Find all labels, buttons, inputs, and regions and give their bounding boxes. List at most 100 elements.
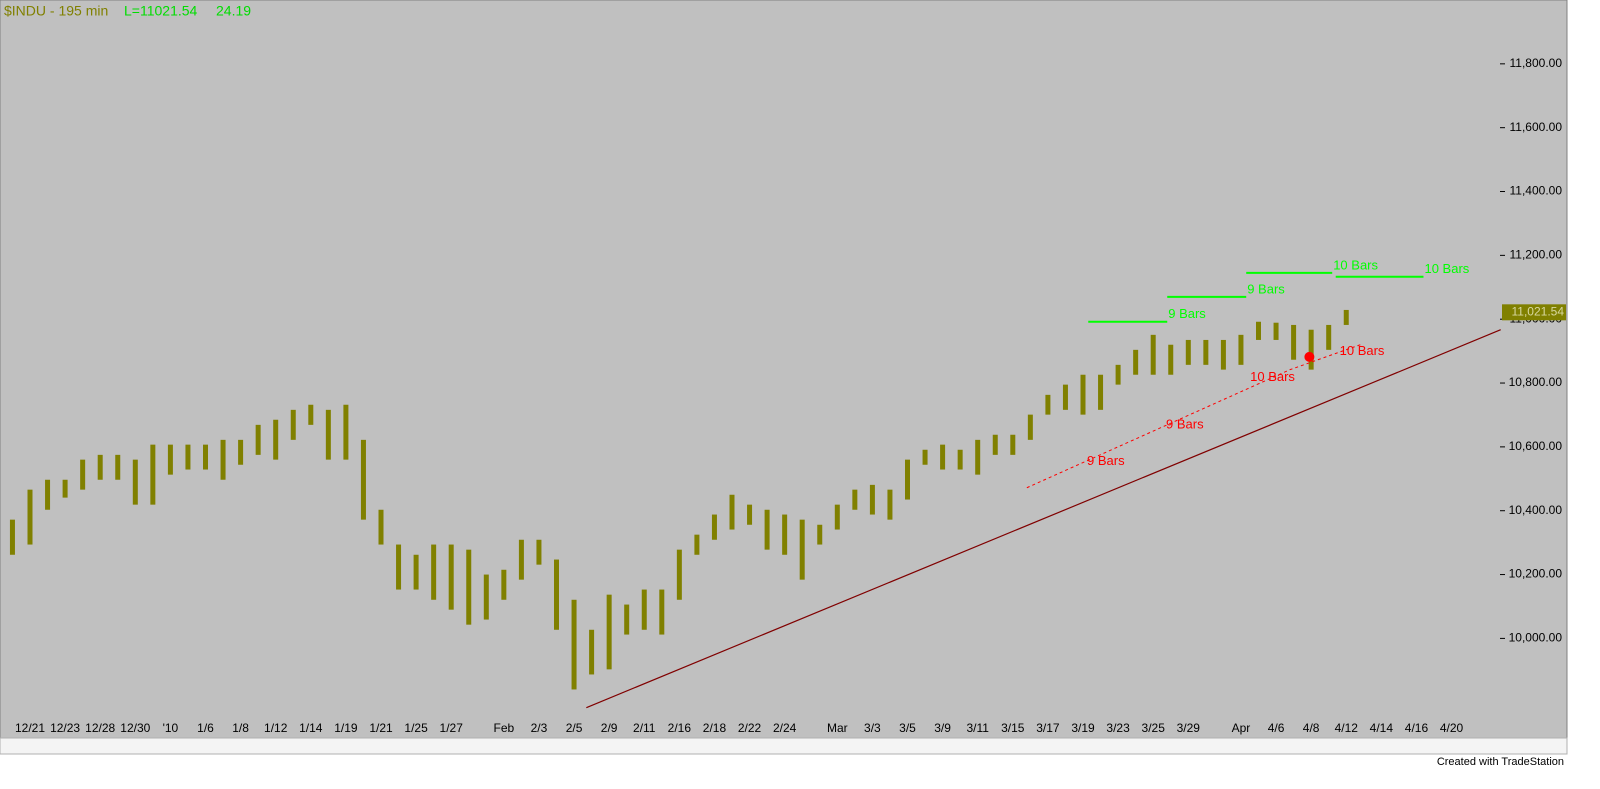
price-bar bbox=[1150, 334, 1156, 375]
x-tick-label: '10 bbox=[163, 721, 179, 735]
x-tick-label: 3/9 bbox=[934, 721, 951, 735]
signal-dot bbox=[1304, 351, 1315, 362]
x-tick-label: 3/23 bbox=[1106, 721, 1130, 735]
price-bar bbox=[45, 479, 51, 510]
price-bar bbox=[167, 444, 173, 475]
price-bar bbox=[466, 549, 472, 625]
price-bar bbox=[1010, 434, 1016, 455]
last-label: L=11021.54 bbox=[124, 3, 198, 19]
x-tick-label: 4/20 bbox=[1440, 721, 1464, 735]
price-bar bbox=[132, 459, 138, 505]
y-tick-label: 11,800.00 bbox=[1510, 56, 1563, 70]
price-bar bbox=[343, 404, 349, 460]
level-label: 10 Bars bbox=[1333, 257, 1378, 272]
price-bar bbox=[1168, 344, 1174, 375]
price-bar bbox=[589, 629, 595, 675]
scrollbar[interactable] bbox=[0, 737, 1568, 755]
price-bar bbox=[1238, 334, 1244, 365]
price-bar bbox=[273, 419, 279, 460]
price-bar bbox=[203, 444, 208, 470]
y-tick-label: 10,000.00 bbox=[1509, 631, 1563, 645]
level-label: 9 Bars bbox=[1168, 306, 1206, 321]
x-tick-label: 3/15 bbox=[1001, 721, 1025, 735]
y-tick-label: 11,200.00 bbox=[1510, 248, 1563, 262]
price-bar bbox=[1133, 349, 1139, 375]
price-bar bbox=[554, 559, 559, 630]
x-tick-label: 1/14 bbox=[299, 721, 323, 735]
x-tick-label: 12/28 bbox=[85, 721, 115, 735]
x-tick-label: 2/5 bbox=[566, 721, 583, 735]
x-tick-label: 2/3 bbox=[531, 721, 548, 735]
price-bar bbox=[711, 514, 717, 540]
price-bar bbox=[1062, 384, 1068, 410]
x-tick-label: 3/17 bbox=[1036, 721, 1060, 735]
y-tick-label: 10,200.00 bbox=[1509, 567, 1563, 581]
price-bar bbox=[1027, 414, 1033, 440]
last-price-label: 11,021.54 bbox=[1512, 304, 1565, 318]
price-bar bbox=[641, 589, 647, 630]
projection-label: 9 Bars bbox=[1087, 453, 1125, 468]
x-tick-label: 1/25 bbox=[404, 721, 428, 735]
price-bar bbox=[887, 489, 893, 520]
footer: Created with TradeStation bbox=[1437, 756, 1564, 768]
price-bar bbox=[536, 539, 542, 565]
trend-line bbox=[586, 329, 1501, 709]
price-bar bbox=[1115, 364, 1121, 385]
price-bar bbox=[150, 444, 156, 505]
x-tick-label: 4/6 bbox=[1268, 721, 1285, 735]
price-bar bbox=[97, 454, 103, 480]
x-tick-label: 1/12 bbox=[264, 721, 288, 735]
price-bar bbox=[9, 519, 15, 555]
price-bar bbox=[747, 504, 753, 525]
y-tick-label: 10,600.00 bbox=[1509, 439, 1563, 453]
x-tick-label: 3/3 bbox=[864, 721, 881, 735]
price-bar bbox=[27, 489, 33, 545]
projection-line bbox=[1026, 344, 1361, 489]
price-bar bbox=[62, 479, 68, 498]
y-tick-label: 11,600.00 bbox=[1510, 120, 1563, 134]
price-bar bbox=[325, 409, 331, 460]
price-bar bbox=[694, 534, 700, 555]
last-price-box bbox=[1502, 304, 1566, 321]
price-bar bbox=[1220, 339, 1226, 370]
price-bar bbox=[869, 484, 875, 515]
x-tick-label: 2/24 bbox=[773, 721, 797, 735]
price-bar bbox=[360, 439, 366, 520]
x-tick-label: 4/14 bbox=[1370, 721, 1394, 735]
price-bar bbox=[852, 489, 858, 510]
price-bar bbox=[606, 594, 612, 670]
projection-label: 10 Bars bbox=[1250, 369, 1295, 384]
x-tick-label: 2/9 bbox=[601, 721, 618, 735]
price-bar bbox=[1326, 324, 1332, 350]
price-bar bbox=[659, 589, 665, 635]
x-tick-label: 3/19 bbox=[1071, 721, 1095, 735]
price-bar bbox=[185, 444, 191, 470]
price-bar bbox=[255, 424, 261, 455]
x-tick-label: 3/25 bbox=[1142, 721, 1166, 735]
level-label: 10 Bars bbox=[1424, 261, 1469, 276]
price-bar bbox=[431, 544, 437, 600]
price-bar bbox=[518, 539, 524, 580]
x-tick-label: 1/6 bbox=[197, 721, 214, 735]
price-bar bbox=[80, 459, 86, 490]
price-bar bbox=[782, 514, 788, 555]
price-bar bbox=[220, 439, 226, 480]
level-label: 9 Bars bbox=[1247, 281, 1285, 296]
price-bar bbox=[799, 519, 805, 580]
x-tick-label: 3/29 bbox=[1177, 721, 1201, 735]
x-tick-label: 2/16 bbox=[668, 721, 692, 735]
x-tick-label: 4/12 bbox=[1335, 721, 1359, 735]
price-bar bbox=[501, 569, 507, 600]
x-tick-label: 3/5 bbox=[899, 721, 916, 735]
chart-title: $INDU - 195 min bbox=[4, 3, 108, 19]
plot-layer: 10,000.00 10,200.00 10,400.00 10,600.00 10,8… bbox=[9, 56, 1566, 735]
x-tick-label: 3/11 bbox=[966, 721, 989, 735]
plot-background bbox=[0, 0, 1568, 739]
price-bar bbox=[483, 574, 489, 620]
x-tick-label: Apr bbox=[1232, 721, 1251, 735]
x-tick-label: 4/16 bbox=[1405, 721, 1429, 735]
y-tick-label: 11,400.00 bbox=[1510, 184, 1563, 198]
price-bar bbox=[1256, 321, 1261, 340]
